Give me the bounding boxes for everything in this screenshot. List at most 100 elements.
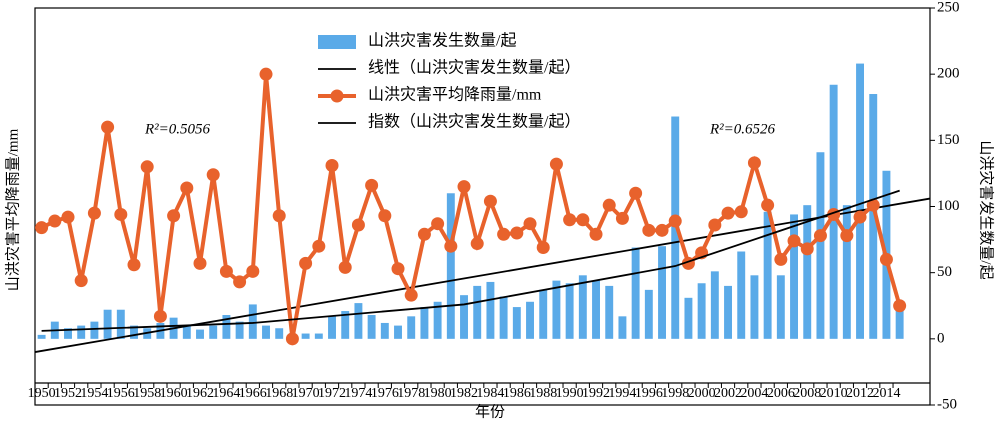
rainfall-point xyxy=(35,221,49,235)
bar xyxy=(314,333,323,339)
rainfall-point xyxy=(140,160,154,174)
rainfall-point xyxy=(549,157,563,171)
rainfall-point xyxy=(180,181,194,195)
bar xyxy=(592,280,600,339)
rainfall-point xyxy=(536,241,550,255)
bar xyxy=(235,321,244,339)
rainfall-point xyxy=(338,260,352,274)
y2-tick-label: 250 xyxy=(937,0,960,15)
x-tick-label: 1950 xyxy=(28,386,56,401)
y2-tick-label: 150 xyxy=(937,132,960,148)
bar xyxy=(724,285,732,339)
x-tick-label: 1964 xyxy=(212,386,240,401)
y2-tick-label: 0 xyxy=(937,330,945,346)
x-tick-label: 1958 xyxy=(133,386,161,401)
annotation: R²=0.5056 xyxy=(144,121,211,137)
rainfall-point xyxy=(444,239,458,253)
bar xyxy=(776,275,785,339)
y2-tick-label: -50 xyxy=(937,396,957,412)
bar xyxy=(486,281,495,339)
rainfall-point xyxy=(813,229,827,243)
bar xyxy=(618,316,627,339)
bar xyxy=(750,275,759,339)
rainfall-point xyxy=(615,211,629,225)
legend-marker xyxy=(330,89,344,103)
bar xyxy=(103,309,112,339)
x-tick-label: 1954 xyxy=(80,386,108,401)
bar xyxy=(262,325,270,339)
bar xyxy=(394,325,402,339)
x-tick-label: 2006 xyxy=(767,386,795,401)
rainfall-point xyxy=(866,198,880,212)
bar xyxy=(790,214,798,339)
bar xyxy=(196,329,204,339)
rainfall-point xyxy=(351,218,365,232)
bar xyxy=(684,297,693,339)
rainfall-point xyxy=(747,156,761,170)
bar xyxy=(116,309,125,339)
bar xyxy=(341,311,350,339)
rainfall-point xyxy=(774,252,788,266)
bar xyxy=(895,309,904,339)
x-tick-label: 1966 xyxy=(239,386,267,401)
x-tick-label: 2002 xyxy=(714,386,742,401)
bar xyxy=(90,321,99,339)
x-tick-label: 1970 xyxy=(292,386,320,401)
legend-label: 山洪灾害平均降雨量/mm xyxy=(368,86,542,104)
x-tick-label: 2014 xyxy=(872,386,900,401)
x-tick-label: 1978 xyxy=(397,386,425,401)
bar xyxy=(420,307,429,339)
rainfall-point xyxy=(510,226,524,240)
rainfall-point xyxy=(589,227,603,241)
trend-line xyxy=(41,189,900,332)
bar xyxy=(605,285,614,339)
rainfall-point xyxy=(761,198,775,212)
rainfall-point xyxy=(246,264,260,278)
x-tick-label: 1976 xyxy=(371,386,399,401)
bar xyxy=(552,280,561,339)
bar xyxy=(248,304,257,339)
bar xyxy=(763,211,772,339)
x-tick-label: 1984 xyxy=(476,386,504,401)
rainfall-point xyxy=(629,186,643,200)
bar xyxy=(473,285,482,339)
bar xyxy=(539,289,548,339)
rainfall-point xyxy=(61,210,75,224)
rainfall-point xyxy=(642,223,656,237)
bar xyxy=(565,283,574,339)
x-tick-label: 1968 xyxy=(265,386,293,401)
rainfall-point xyxy=(497,227,511,241)
rainfall-point xyxy=(457,180,471,194)
rainfall-point xyxy=(431,217,445,231)
x-tick-label: 1974 xyxy=(344,386,372,401)
x-tick-label: 2000 xyxy=(688,386,716,401)
x-tick-label: 1982 xyxy=(450,386,478,401)
bar xyxy=(407,316,416,339)
bar xyxy=(222,315,231,339)
bar xyxy=(328,316,336,339)
bar xyxy=(842,205,851,339)
rainfall-point xyxy=(365,178,379,192)
rainfall-point xyxy=(312,239,326,253)
y2-tick-label: 50 xyxy=(937,264,952,280)
rainfall-point xyxy=(483,194,497,208)
rainfall-point xyxy=(708,218,722,232)
rainfall-point xyxy=(391,262,405,276)
x-tick-label: 1960 xyxy=(160,386,188,401)
bar xyxy=(354,303,363,339)
legend-label: 山洪灾害发生数量/起 xyxy=(368,32,516,50)
rainfall-point xyxy=(668,214,682,228)
rainfall-point xyxy=(655,223,669,237)
bar xyxy=(446,193,455,339)
bar xyxy=(499,296,508,339)
trend-line xyxy=(34,197,931,353)
bar xyxy=(512,307,521,339)
x-tick-label: 1988 xyxy=(529,386,557,401)
rainfall-point xyxy=(272,209,286,223)
rainfall-point xyxy=(74,274,88,288)
rainfall-point xyxy=(523,217,537,231)
bar xyxy=(816,152,825,339)
bar xyxy=(631,247,640,339)
y2-tick-label: 200 xyxy=(937,66,960,82)
